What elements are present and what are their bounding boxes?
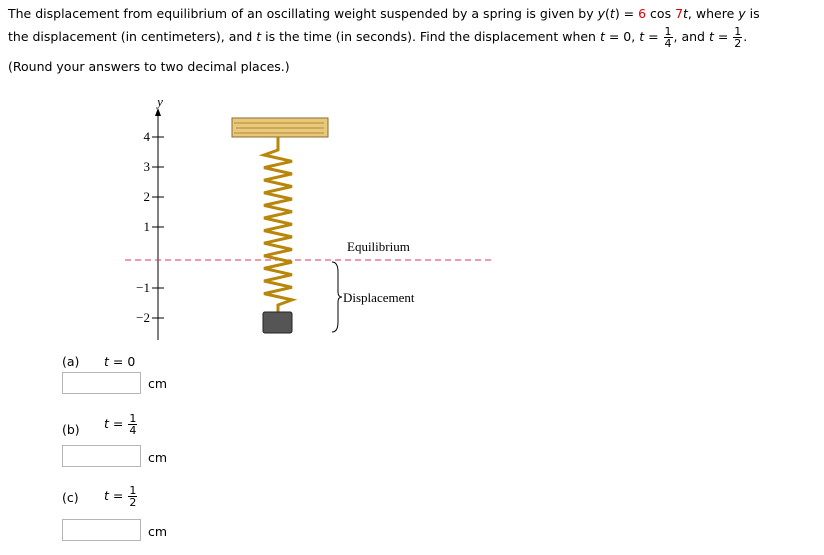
text: 1 — [663, 25, 673, 38]
wood-grain — [234, 122, 324, 134]
problem-line: the displacement (in centimeters), and t… — [8, 25, 747, 49]
text: 6 — [638, 6, 647, 21]
text: t — [708, 29, 714, 44]
part-eq: t = 0 — [104, 354, 135, 369]
text: = — [713, 29, 733, 44]
text: = — [112, 488, 124, 503]
text: = — [112, 416, 124, 431]
text: y — [597, 6, 606, 21]
text: y — [738, 6, 746, 21]
text: 4 — [664, 37, 672, 50]
text: 2 — [129, 496, 137, 509]
arrow — [155, 108, 161, 116]
answer-input[interactable] — [62, 445, 141, 467]
text: . — [743, 29, 748, 44]
problem-line: The displacement from equilibrium of an … — [8, 6, 760, 21]
text: is — [745, 6, 760, 21]
spring — [258, 137, 298, 312]
text: = 0, — [604, 29, 640, 44]
text: t — [599, 29, 605, 44]
answer-input[interactable] — [62, 372, 141, 394]
part-label: (a) — [62, 354, 80, 369]
tick-label: 3 — [144, 159, 151, 174]
text: t — [256, 29, 262, 44]
unit: cm — [148, 450, 168, 465]
unit: cm — [148, 524, 168, 539]
tick-label: −1 — [136, 280, 150, 295]
text: 1 — [128, 484, 138, 497]
text: t — [104, 416, 109, 431]
tick-label: 1 — [144, 219, 151, 234]
text: 7 — [675, 6, 684, 21]
answer-input[interactable] — [62, 519, 141, 541]
tick-label: 2 — [144, 189, 151, 204]
tick-label: −2 — [136, 310, 150, 325]
text: 2 — [734, 37, 742, 50]
text: , where — [687, 6, 739, 21]
axis-label: y — [155, 94, 163, 109]
weight — [262, 311, 293, 334]
label: Equilibrium — [347, 239, 410, 254]
text: cos — [646, 6, 676, 21]
text: = 0 — [112, 354, 136, 369]
text: is the time (in seconds). Find the displ… — [261, 29, 600, 44]
part-label: (b) — [62, 422, 80, 437]
ticks: 4 3 2 1 −1 −2 — [136, 129, 164, 325]
text: 1 — [128, 412, 138, 425]
text: ) = — [614, 6, 639, 21]
text: t — [104, 488, 109, 503]
text: t — [609, 6, 615, 21]
text: = — [644, 29, 663, 44]
text: 4 — [129, 424, 137, 437]
text: t — [683, 6, 688, 21]
part-label: (c) — [62, 490, 79, 505]
text: 1 — [733, 25, 743, 38]
text: ( — [605, 6, 610, 21]
unit: cm — [148, 376, 168, 391]
tick-label: 4 — [144, 129, 151, 144]
text: t — [104, 354, 109, 369]
brace — [331, 261, 343, 333]
note: (Round your answers to two decimal place… — [8, 59, 290, 74]
text: , and — [673, 29, 709, 44]
text: t — [639, 29, 645, 44]
text: the displacement (in centimeters), and — [8, 29, 257, 44]
text: The displacement from equilibrium of an … — [8, 6, 598, 21]
label: Displacement — [343, 290, 415, 305]
